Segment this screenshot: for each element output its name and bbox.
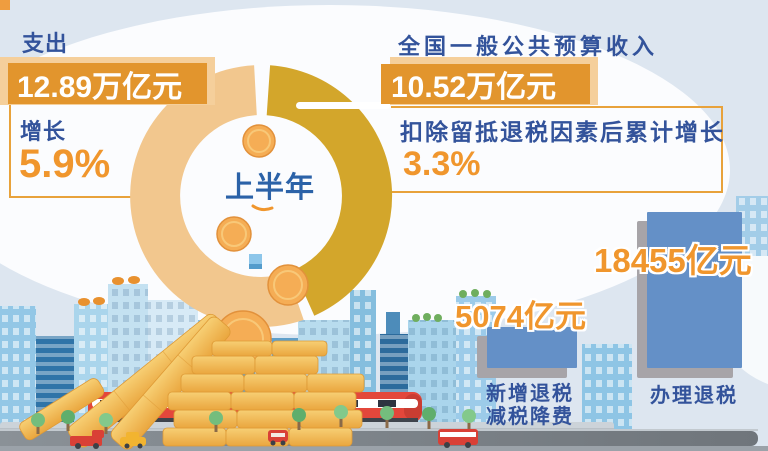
expenditure-label: 支出 xyxy=(22,31,69,56)
growth-label: 增长 xyxy=(20,119,67,144)
bar-left-category-line2: 减税降费 xyxy=(486,406,574,428)
bar-left-category: 新增退税 减税降费 xyxy=(466,383,594,429)
bar-left xyxy=(487,327,577,368)
revenue-label: 全国一般公共预算收入 xyxy=(398,34,659,59)
revenue-note-value: 3.3% xyxy=(403,145,481,183)
corner-accent xyxy=(0,0,10,10)
growth-box-outline xyxy=(9,104,160,198)
revenue-value: 10.52万亿元 xyxy=(381,64,590,104)
donut-center-label: 上半年 xyxy=(224,172,315,204)
donut-segment-revenue xyxy=(266,65,393,316)
blue-box-icon xyxy=(249,254,262,269)
car-icon xyxy=(70,429,478,449)
bar-right xyxy=(647,212,742,368)
expenditure-value: 12.89万亿元 xyxy=(8,63,207,104)
growth-value: 5.9% xyxy=(19,142,111,186)
bar-left-value: 5074亿元 xyxy=(455,299,586,334)
bar-right-value: 18455亿元 xyxy=(594,242,752,279)
bar-right-category: 办理退税 xyxy=(650,385,738,407)
donut-segment-expenditure xyxy=(130,65,304,328)
revenue-note-label: 扣除留抵退税因素后累计增长 xyxy=(400,119,725,145)
note-box-outline xyxy=(391,106,723,193)
leader-line xyxy=(296,102,390,109)
tree-icon xyxy=(31,405,476,434)
bar-left-category-line1: 新增退税 xyxy=(486,383,574,405)
underline-swash xyxy=(251,204,274,212)
